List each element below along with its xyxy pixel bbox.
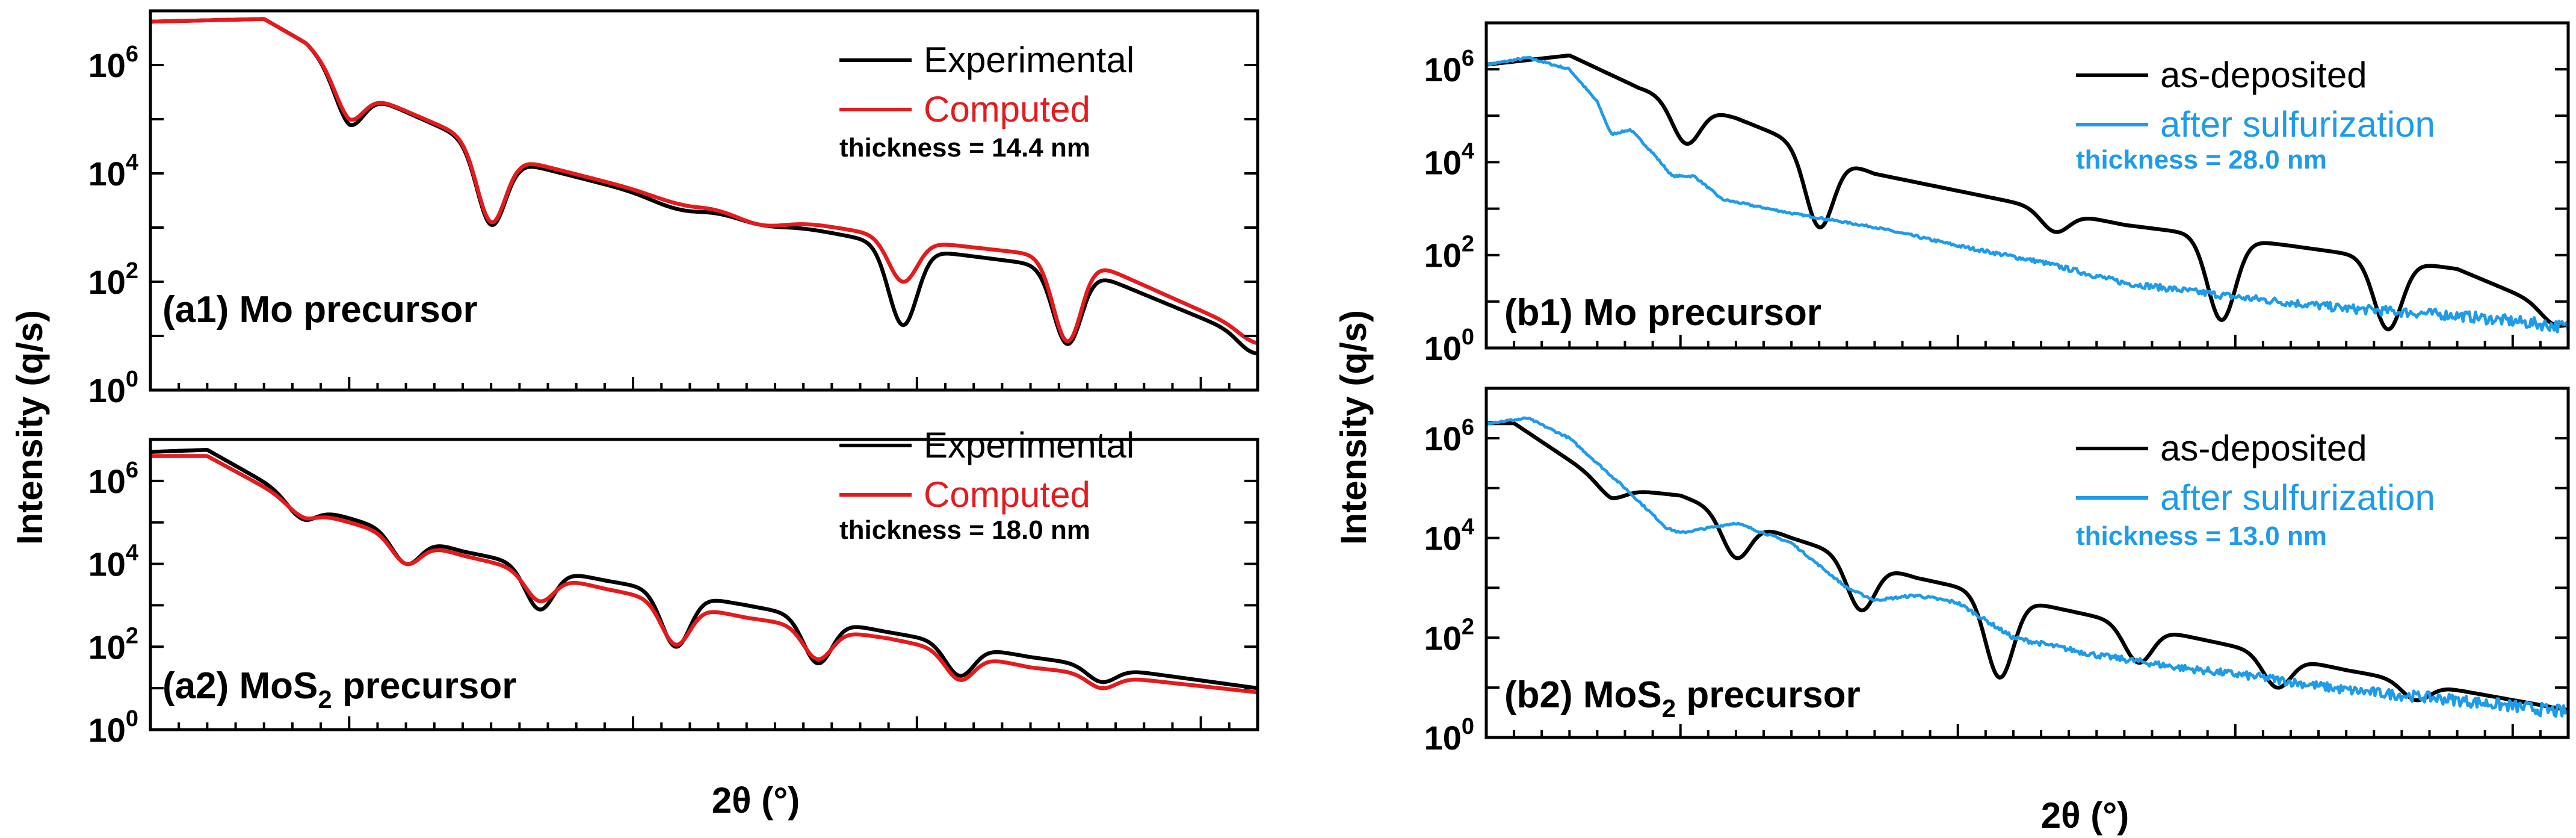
legend-label-b1-1: after sulfurization <box>2160 104 2435 144</box>
y-tick-label-a2-0: 100 <box>88 706 138 749</box>
legend-label-a1-0: Experimental <box>924 40 1134 80</box>
y-tick-label-b2-3: 106 <box>1424 415 1474 458</box>
panel-label-tail-a2: precursor <box>332 665 517 707</box>
y-tick-exp-a2-3: 6 <box>126 458 138 483</box>
y-tick-label-b2-2: 104 <box>1424 515 1474 557</box>
y-tick-label-a2-1: 102 <box>88 623 138 666</box>
y-tick-label-a1-0: 100 <box>88 367 138 409</box>
series-line-b2-0 <box>1486 421 2568 712</box>
y-tick-exp-b2-0: 0 <box>1462 714 1474 739</box>
curves-layer <box>150 17 2568 718</box>
y-axis-title-right: Intensity (q/s) <box>1333 310 1374 545</box>
y-tick-exp-b2-3: 6 <box>1462 415 1474 440</box>
legend-label-b2-0: as-deposited <box>2160 428 2367 468</box>
y-tick-base-a2-2: 10 <box>88 545 126 583</box>
panel-label-a2: (a2) MoS2 precursor <box>162 665 516 713</box>
thickness-annotation-a1: thickness = 14.4 nm <box>839 133 1090 163</box>
y-tick-base-a1-2: 10 <box>88 155 126 193</box>
y-tick-base-a1-1: 10 <box>88 263 126 301</box>
plot-frame-b1 <box>1484 21 2570 350</box>
plot-frame-a2 <box>149 438 1259 731</box>
y-tick-base-b2-3: 10 <box>1424 420 1462 458</box>
series-line-a1-1 <box>150 17 1258 346</box>
y-tick-exp-b1-1: 2 <box>1462 232 1474 257</box>
y-tick-base-b2-1: 10 <box>1424 619 1462 657</box>
y-tick-label-a1-1: 102 <box>88 258 138 301</box>
thickness-annotation-b1: thickness = 28.0 nm <box>2076 145 2327 175</box>
panel-label-sub-a2: 2 <box>318 685 332 713</box>
legend-label-a2-0: Experimental <box>924 425 1134 465</box>
legend-label-b1-0: as-deposited <box>2160 55 2367 95</box>
legend-label-a2-1: Computed <box>924 474 1090 515</box>
series-line-a2-0 <box>150 448 1258 691</box>
y-tick-base-b2-0: 10 <box>1424 719 1462 757</box>
panel-label-sub-b2: 2 <box>1662 694 1676 722</box>
series-line-a2-1 <box>150 454 1258 695</box>
y-tick-label-a2-2: 104 <box>88 541 138 583</box>
y-tick-exp-a1-1: 2 <box>126 258 138 284</box>
y-tick-base-a1-0: 10 <box>88 371 126 409</box>
panel-label-a1: (a1) Mo precursor <box>162 289 478 331</box>
y-tick-exp-a1-2: 4 <box>126 150 138 175</box>
y-tick-base-a2-3: 10 <box>88 462 126 500</box>
panel-label-tail-b2: precursor <box>1676 674 1861 716</box>
series-line-b1-1 <box>1486 55 2568 334</box>
panel-label-b1: (b1) Mo precursor <box>1504 292 1821 334</box>
y-tick-base-a2-0: 10 <box>88 711 126 749</box>
y-tick-exp-b2-1: 2 <box>1462 614 1474 639</box>
y-tick-exp-b2-2: 4 <box>1462 515 1474 540</box>
y-axis-title-left: Intensity (q/s) <box>10 310 50 545</box>
y-tick-label-b2-0: 100 <box>1424 714 1474 757</box>
y-tick-exp-a1-3: 6 <box>126 42 138 67</box>
panel-label-b2: (b2) MoS2 precursor <box>1504 674 1861 722</box>
y-tick-label-b1-2: 104 <box>1424 138 1474 181</box>
y-tick-exp-b1-2: 4 <box>1462 138 1474 164</box>
series-line-b2-1 <box>1486 416 2568 718</box>
y-tick-exp-a2-0: 0 <box>126 706 138 731</box>
series-line-b1-0 <box>1486 53 2568 332</box>
panel-label-main-b2: (b2) MoS <box>1504 674 1662 716</box>
y-tick-label-a2-3: 106 <box>88 458 138 500</box>
y-tick-base-b1-3: 10 <box>1424 51 1462 88</box>
thickness-annotation-a2: thickness = 18.0 nm <box>839 515 1090 545</box>
x-axis-title-left: 2θ (°) <box>712 780 800 821</box>
legend-label-b2-1: after sulfurization <box>2160 477 2435 518</box>
y-tick-exp-b1-0: 0 <box>1462 324 1474 350</box>
legend-label-a1-1: Computed <box>924 89 1090 129</box>
y-tick-label-a1-2: 104 <box>88 150 138 193</box>
y-tick-base-b1-0: 10 <box>1424 329 1462 367</box>
panel-label-main-a2: (a2) MoS <box>162 665 318 707</box>
y-tick-label-a1-3: 106 <box>88 42 138 84</box>
y-tick-exp-a2-1: 2 <box>126 623 138 648</box>
x-axis-title-right: 2θ (°) <box>2041 795 2129 836</box>
y-tick-base-a2-1: 10 <box>88 628 126 666</box>
y-tick-label-b2-1: 102 <box>1424 614 1474 657</box>
y-tick-base-b1-1: 10 <box>1424 237 1462 275</box>
plot-frame-a1 <box>149 9 1259 392</box>
y-tick-exp-a1-0: 0 <box>126 367 138 392</box>
frames-layer <box>149 9 2570 739</box>
y-tick-exp-b1-3: 6 <box>1462 46 1474 71</box>
y-tick-exp-a2-2: 4 <box>126 541 138 566</box>
y-tick-label-b1-0: 100 <box>1424 324 1474 367</box>
y-tick-base-b1-2: 10 <box>1424 143 1462 181</box>
y-tick-base-a1-3: 10 <box>88 46 126 84</box>
thickness-annotation-b2: thickness = 13.0 nm <box>2076 521 2327 551</box>
y-tick-label-b1-3: 106 <box>1424 46 1474 88</box>
y-tick-label-b1-1: 102 <box>1424 232 1474 275</box>
plot-frame-b2 <box>1484 386 2570 739</box>
y-tick-base-b2-2: 10 <box>1424 520 1462 557</box>
